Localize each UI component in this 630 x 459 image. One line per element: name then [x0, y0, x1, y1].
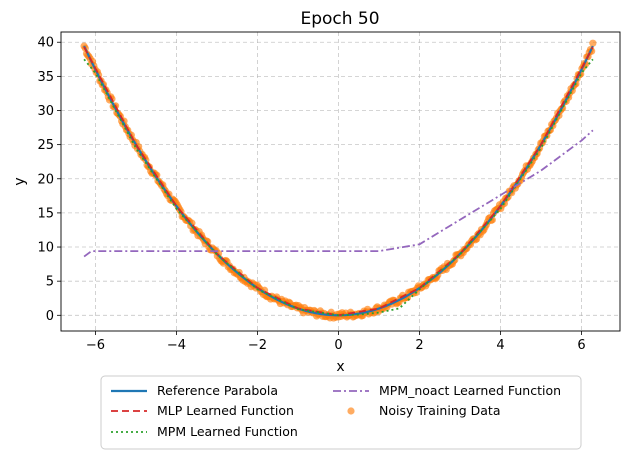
- legend-label: Reference Parabola: [157, 383, 278, 398]
- y-tick-label: 25: [37, 138, 54, 153]
- x-tick-label: −4: [167, 338, 186, 353]
- y-tick-label: 20: [37, 172, 54, 187]
- lines-layer: [83, 45, 594, 317]
- legend: Reference Parabola MLP Learned Function MP…: [100, 375, 582, 450]
- x-tick-label: 0: [334, 338, 342, 353]
- scatter-point: [589, 39, 597, 47]
- chart-title: Epoch 50: [300, 9, 379, 29]
- y-tick-label: 0: [46, 309, 54, 324]
- grid-lines: [61, 32, 620, 331]
- y-tick-label: 5: [46, 275, 54, 290]
- legend-box: [100, 375, 582, 450]
- x-tick-label: 6: [577, 338, 585, 353]
- y-tick-label: 30: [37, 104, 54, 119]
- series-line-mpm-noact-learned-function: [83, 129, 594, 258]
- plot-frame: [60, 31, 621, 332]
- y-tick-label: 35: [37, 70, 54, 85]
- y-axis-label: y: [12, 177, 28, 185]
- x-tick-label: −2: [248, 338, 267, 353]
- legend-label: MPM_noact Learned Function: [379, 383, 561, 398]
- y-tick-label: 10: [37, 241, 54, 256]
- legend-marker: [347, 407, 355, 415]
- x-axis-label: x: [336, 359, 344, 375]
- y-tick-label: 15: [37, 206, 54, 221]
- series-line-mpm-learned-function: [83, 58, 594, 317]
- x-tick-label: −6: [86, 338, 105, 353]
- legend-label: MPM Learned Function: [157, 424, 298, 439]
- x-tick-label: 2: [415, 338, 423, 353]
- x-tick-label: 4: [496, 338, 504, 353]
- legend-label: MLP Learned Function: [157, 403, 294, 418]
- axis-ticks: −6 −4 −2 0 2 4 6 0 5 10 15 20 25 30 35 40: [37, 36, 585, 353]
- legend-label: Noisy Training Data: [379, 403, 501, 418]
- y-tick-label: 40: [37, 36, 54, 51]
